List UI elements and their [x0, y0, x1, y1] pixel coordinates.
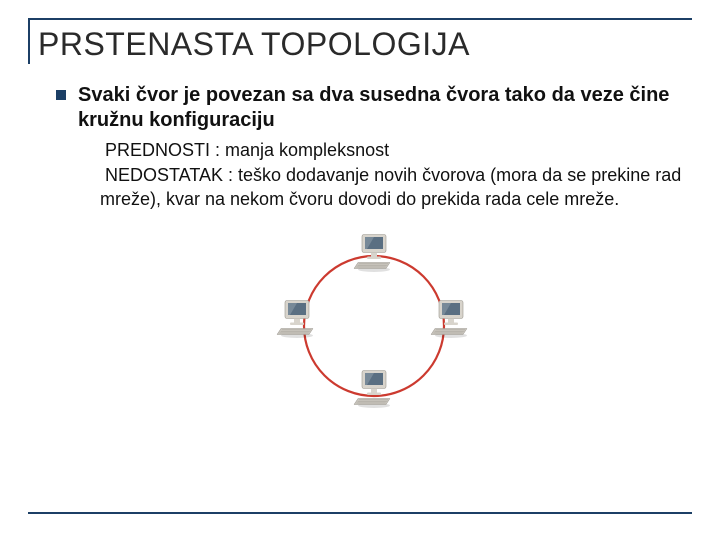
diagram-area [56, 231, 692, 421]
title-container: PRSTENASTA TOPOLOGIJA [28, 18, 692, 63]
bullet-row: Svaki čvor je povezan sa dva susedna čvo… [56, 83, 692, 213]
slide: PRSTENASTA TOPOLOGIJA Svaki čvor je pove… [0, 0, 720, 540]
sub-block: PREDNOSTI : manja kompleksnost NEDOSTATA… [78, 139, 692, 211]
computer-node-icon [352, 369, 396, 414]
bullet-body: Svaki čvor je povezan sa dva susedna čvo… [78, 83, 692, 213]
bottom-divider [28, 512, 692, 514]
computer-node-icon [275, 299, 319, 344]
advantage-text: PREDNOSTI : manja kompleksnost [100, 139, 692, 162]
computer-node-icon [352, 233, 396, 278]
main-point-text: Svaki čvor je povezan sa dva susedna čvo… [78, 83, 692, 133]
ring-topology-diagram [259, 231, 489, 421]
square-bullet-icon [56, 90, 66, 100]
page-title: PRSTENASTA TOPOLOGIJA [28, 26, 692, 63]
computer-node-icon [429, 299, 473, 344]
content-area: Svaki čvor je povezan sa dva susedna čvo… [28, 83, 692, 421]
disadvantage-text: NEDOSTATAK : teško dodavanje novih čvoro… [100, 164, 692, 211]
